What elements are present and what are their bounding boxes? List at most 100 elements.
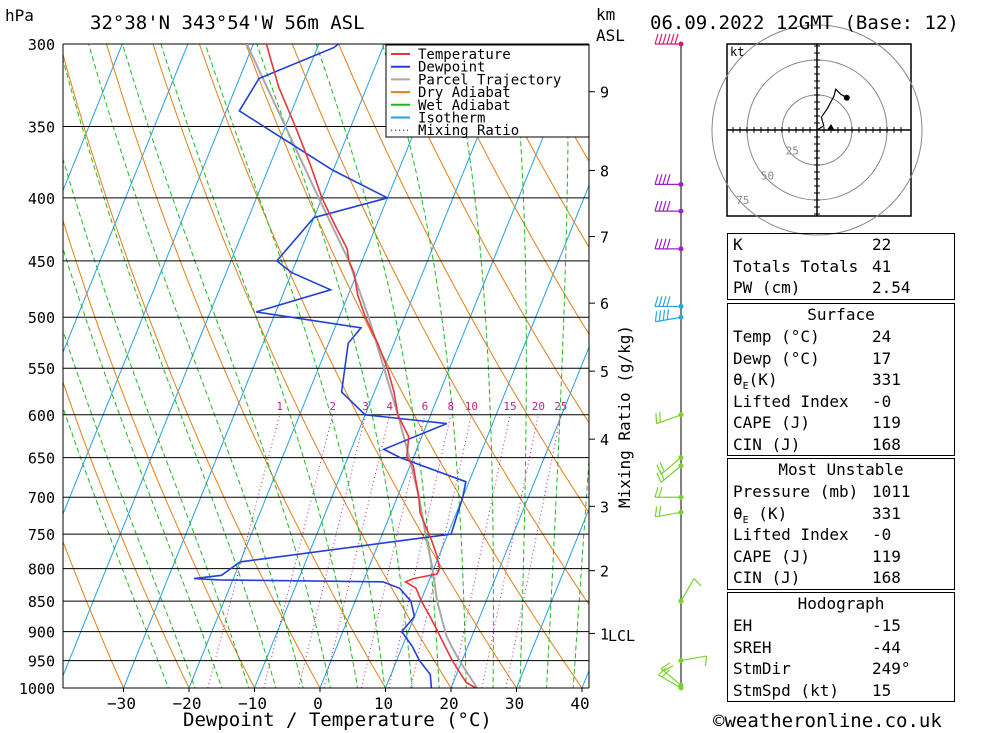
wind-barb bbox=[654, 238, 684, 252]
series-dewpoint bbox=[193, 44, 467, 688]
hodograph-ring-label: 50 bbox=[761, 169, 774, 182]
pressure-tick-label: 700 bbox=[28, 489, 55, 507]
pressure-tick-label: 300 bbox=[28, 36, 55, 54]
x-tick-label: −10 bbox=[238, 694, 267, 713]
mixing-ratio-label: 20 bbox=[532, 400, 545, 413]
wet-adiabat-line bbox=[546, 44, 569, 688]
mixing-ratio-label: 8 bbox=[447, 400, 454, 413]
hodograph-end-marker bbox=[843, 94, 850, 101]
isotherm-line bbox=[0, 7, 6, 714]
wind-barb bbox=[656, 455, 684, 475]
mixing-ratio-line bbox=[263, 414, 334, 688]
credit-link[interactable]: ©weatheronline.co.uk bbox=[713, 710, 942, 732]
wet-adiabat-line bbox=[63, 246, 223, 688]
most-unstable-table: Most Unstable Pressure (mb) 1011 θE (K) 33… bbox=[727, 458, 955, 590]
wet-adiabat-line bbox=[204, 44, 386, 688]
wind-barb bbox=[678, 655, 708, 667]
pressure-tick-label: 650 bbox=[28, 450, 55, 468]
hodograph-heading: Hodograph bbox=[797, 594, 885, 613]
x-tick-label: 20 bbox=[439, 694, 458, 713]
most-unstable-heading: Most Unstable bbox=[778, 460, 904, 479]
isotherm-line bbox=[63, 44, 320, 677]
mixing-ratio-label: 1 bbox=[276, 400, 283, 413]
hodograph-trace bbox=[816, 88, 848, 131]
height-unit-km: km bbox=[596, 5, 615, 24]
x-tick-label: −30 bbox=[107, 694, 136, 713]
wind-barb bbox=[654, 487, 684, 500]
wet-adiabat-line bbox=[63, 157, 250, 688]
pressure-tick-label: 900 bbox=[28, 624, 55, 642]
isotherm-line bbox=[515, 507, 589, 688]
mixing-ratio-label: 6 bbox=[422, 400, 429, 413]
x-tick-label: 30 bbox=[505, 694, 524, 713]
legend-label: Mixing Ratio bbox=[418, 123, 519, 139]
mixing-ratio-axis-label: Mixing Ratio (g/kg) bbox=[615, 325, 634, 508]
hodograph-table: Hodograph EH -15 SREH -44 StmDir 249° StmSp… bbox=[727, 592, 955, 702]
wet-adiabat-line bbox=[512, 44, 527, 688]
indices-table: K 22 Totals Totals 41 PW (cm) 2.54 bbox=[727, 233, 955, 300]
pressure-tick-label: 550 bbox=[28, 360, 55, 378]
pressure-tick-label: 850 bbox=[28, 593, 55, 611]
wind-barb bbox=[654, 505, 684, 518]
wet-adiabat-line bbox=[121, 44, 331, 688]
km-tick-label: 4 bbox=[600, 431, 609, 449]
storm-motion-arrow bbox=[827, 124, 835, 131]
wet-adiabat-line bbox=[63, 329, 196, 688]
pressure-tick-label: 400 bbox=[28, 190, 55, 208]
wind-barb bbox=[654, 174, 684, 187]
index-row: K 22 bbox=[733, 235, 892, 254]
wet-adiabat-line bbox=[88, 44, 304, 688]
wet-adiabat-line bbox=[449, 44, 494, 688]
location-title: 32°38'N 343°54'W 56m ASL bbox=[90, 12, 365, 34]
wind-barb bbox=[658, 667, 684, 691]
mixing-ratio-line bbox=[451, 414, 511, 688]
wet-adiabat-line bbox=[160, 44, 359, 688]
surface-heading: Surface bbox=[807, 305, 875, 324]
mixing-ratio-label: 10 bbox=[465, 400, 478, 413]
surface-table: Surface Temp (°C) 24 Dewp (°C) 17 θE(K) 331… bbox=[727, 303, 955, 456]
hodograph-ring bbox=[711, 24, 923, 236]
dry-adiabat-line bbox=[384, 44, 589, 424]
index-row: PW (cm) 2.54 bbox=[733, 278, 911, 297]
isotherm-line bbox=[450, 345, 589, 688]
km-tick-label: 2 bbox=[600, 563, 609, 581]
pressure-tick-label: 950 bbox=[28, 653, 55, 671]
mixing-ratio-line bbox=[360, 414, 426, 688]
legend-label: Parcel Trajectory bbox=[418, 72, 561, 88]
dry-adiabat-line bbox=[431, 44, 589, 336]
isotherm-line bbox=[122, 44, 385, 688]
x-tick-label: 0 bbox=[313, 694, 323, 713]
legend-box bbox=[385, 44, 590, 138]
legend-label: Wet Adiabat bbox=[418, 98, 511, 114]
km-tick-label: 9 bbox=[600, 84, 609, 102]
legend-label: Isotherm bbox=[418, 111, 485, 127]
x-tick-label: 40 bbox=[570, 694, 589, 713]
index-row: Totals Totals 41 bbox=[733, 256, 892, 276]
wet-adiabat-line bbox=[381, 44, 467, 688]
pressure-tick-label: 1000 bbox=[19, 680, 55, 698]
wet-adiabat-line bbox=[572, 453, 589, 688]
pressure-tick-label: 800 bbox=[28, 561, 55, 579]
mixing-ratio-label: 25 bbox=[554, 400, 567, 413]
isotherm-line bbox=[63, 44, 123, 192]
wet-adiabat-line bbox=[63, 58, 277, 688]
wind-barb bbox=[654, 200, 684, 214]
x-axis-label: Dewpoint / Temperature (°C) bbox=[183, 709, 492, 731]
wind-barb bbox=[654, 33, 684, 47]
wind-barb bbox=[678, 578, 702, 604]
mixing-ratio-label: 2 bbox=[329, 400, 336, 413]
pressure-tick-label: 450 bbox=[28, 253, 55, 271]
hodograph-ring-label: 75 bbox=[736, 194, 749, 207]
legend-label: Dry Adiabat bbox=[418, 85, 511, 101]
x-tick-label: 10 bbox=[374, 694, 393, 713]
dry-adiabat-line bbox=[477, 44, 589, 249]
lcl-label: LCL bbox=[608, 627, 635, 645]
isotherm-line bbox=[63, 44, 189, 354]
km-tick-label: 8 bbox=[600, 162, 609, 180]
wet-adiabat-line bbox=[256, 44, 413, 688]
mixing-ratio-line bbox=[481, 414, 539, 688]
km-tick-label: 5 bbox=[600, 363, 609, 381]
wind-barb bbox=[654, 296, 684, 309]
pressure-tick-label: 750 bbox=[28, 526, 55, 544]
